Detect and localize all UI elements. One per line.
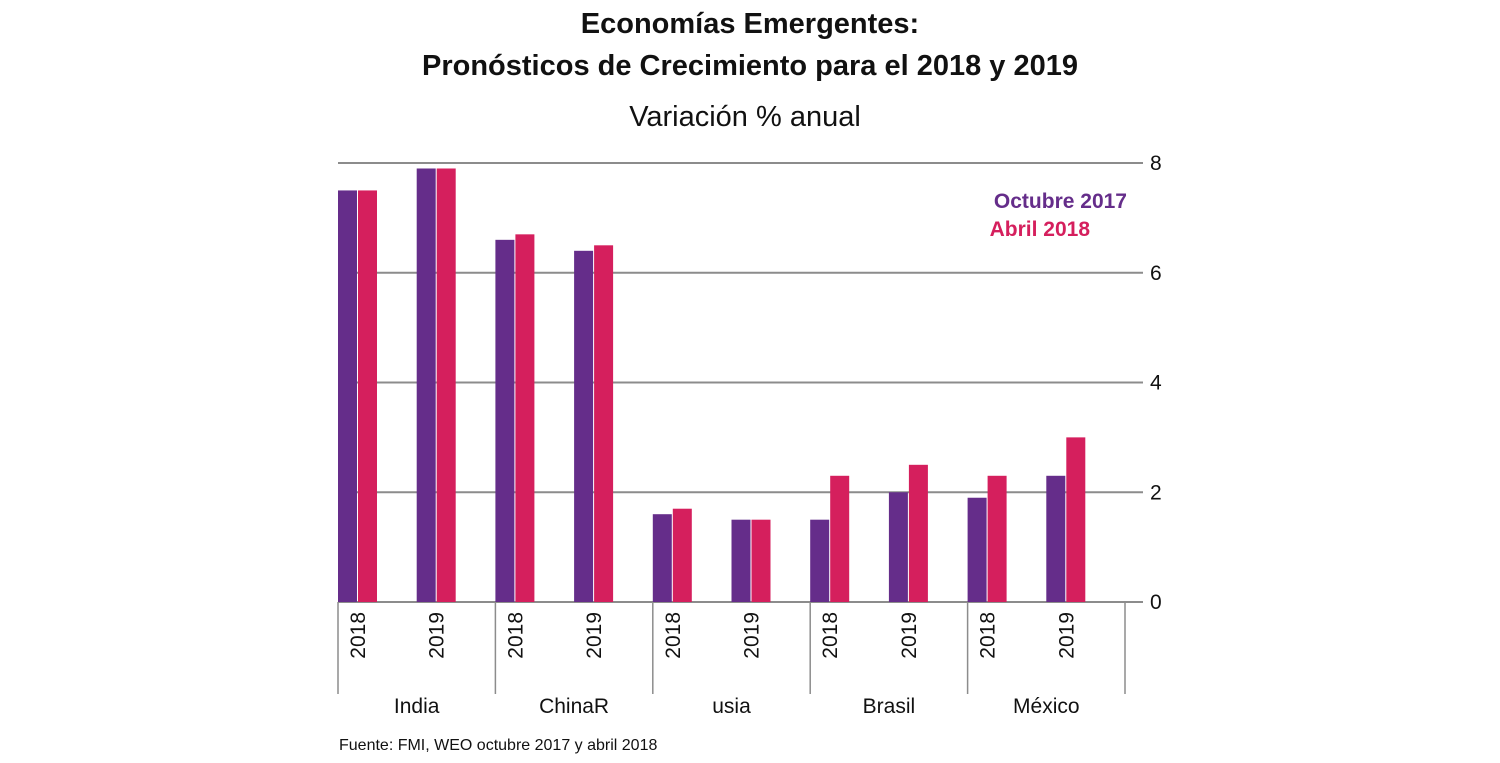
gridlines (338, 162, 1143, 603)
x-tick-label: 2018 (347, 612, 370, 659)
y-axis: 0 2 4 6 8 (1150, 152, 1162, 614)
x-tick-label: 2018 (819, 612, 842, 659)
legend-entry-octubre-2017: Octubre 2017 (994, 190, 1127, 213)
bars (338, 168, 1086, 603)
bar (967, 497, 987, 602)
bar (1046, 475, 1066, 602)
group-label: usia (712, 695, 751, 718)
bar (672, 508, 692, 602)
chart-title: Economías Emergentes: (581, 8, 919, 40)
x-tick-label: 2018 (977, 612, 1000, 659)
bar (731, 519, 751, 602)
bar (338, 190, 357, 602)
x-axis: 2018 2019 2018 2019 2018 2019 2018 2019 2018 2019… (337, 602, 1126, 718)
y-tick-label: 4 (1150, 372, 1162, 395)
y-tick-label: 0 (1150, 591, 1162, 614)
bar (751, 519, 771, 602)
bar (888, 492, 908, 602)
y-tick-label: 8 (1150, 152, 1162, 175)
x-tick-label: 2018 (662, 612, 685, 659)
group-label: India (394, 695, 440, 718)
group-label: México (1013, 695, 1080, 718)
bar (652, 514, 672, 602)
bar (495, 239, 515, 602)
y-tick-label: 6 (1150, 262, 1162, 285)
x-tick-label: 2019 (898, 612, 921, 659)
bar (358, 190, 377, 602)
legend: Octubre 2017 Abril 2018 (990, 190, 1127, 241)
source-note: Fuente: FMI, WEO octubre 2017 y abril 20… (339, 737, 657, 754)
group-label: ChinaR (539, 695, 609, 718)
chart-title-line2: Pronósticos de Crecimiento para el 2018 … (422, 50, 1078, 82)
bar (987, 475, 1007, 602)
bar (1066, 437, 1086, 602)
y-tick-label: 2 (1150, 481, 1162, 504)
legend-entry-abril-2018: Abril 2018 (990, 218, 1091, 241)
x-tick-label: 2018 (504, 612, 527, 659)
x-tick-label: 2019 (426, 612, 449, 659)
bar (574, 250, 594, 603)
bar (908, 464, 928, 602)
bar (830, 475, 850, 602)
group-label: Brasil (863, 695, 916, 718)
chart-subtitle: Variación % anual (629, 101, 861, 133)
bar (436, 168, 456, 603)
x-tick-label: 2019 (583, 612, 606, 659)
x-tick-label: 2019 (1055, 612, 1078, 659)
bar (515, 234, 535, 602)
x-tick-label: 2019 (741, 612, 764, 659)
bar (416, 168, 436, 603)
bar (594, 245, 614, 602)
bar (810, 519, 830, 602)
